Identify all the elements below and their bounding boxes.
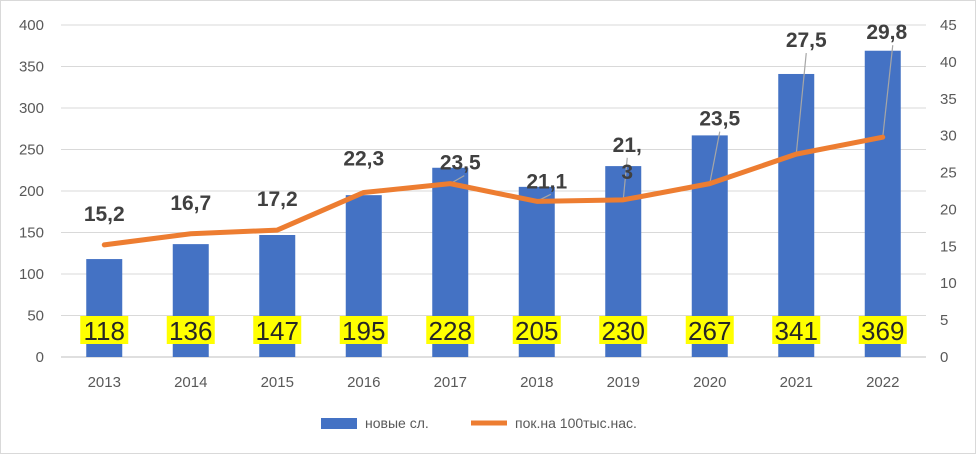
bar [778,73,815,357]
bar-label-highlight [858,316,907,344]
leader-line [795,53,807,155]
leader-line [709,131,721,184]
leader-line [882,45,894,138]
y-right-tick-label: 10 [940,275,957,292]
leader-line [622,157,628,200]
y-left-tick-label: 150 [19,225,44,242]
bar-data-label: 136 [169,316,212,346]
x-tick-label: 2014 [174,374,207,391]
y-left-tick-label: 250 [19,142,44,159]
x-tick-label: 2022 [866,374,899,391]
y-right-tick-label: 40 [940,54,957,71]
line-data-label: 21,1 [526,170,567,193]
y-left-tick-label: 400 [19,17,44,34]
bar-data-label: 267 [688,316,731,346]
line-data-label: 21, 3 [613,134,642,184]
y-left-tick-label: 0 [36,349,44,366]
bar-data-label: 230 [602,316,645,346]
series-line [101,134,886,248]
x-tick-label: 2018 [520,374,553,391]
bar-data-label: 147 [256,316,299,346]
bar-label-highlight [426,316,475,344]
y-left-tick-label: 50 [27,308,44,325]
line-data-label: 15,2 [84,203,125,226]
legend-swatch-bars [321,418,357,429]
x-tick-label: 2017 [434,374,467,391]
line-data-label: 27,5 [786,29,827,52]
x-axis-ticks: 2013 2014 2015 2016 2017 2018 2019 2020 2021 2022 [88,374,900,391]
y-left-tick-label: 300 [19,100,44,117]
bar-label-highlight [685,316,734,344]
bar-label-highlight [339,316,388,344]
bar-data-label: 118 [84,316,125,346]
legend-label-bars: новые сл. [365,415,429,431]
y-right-tick-label: 15 [940,238,957,255]
y-right-tick-label: 0 [940,349,948,366]
line-data-label: 23,5 [440,152,481,175]
x-tick-label: 2020 [693,374,726,391]
y-right-tick-label: 5 [940,312,948,329]
y-right-tick-label: 25 [940,165,957,182]
line-data-label: 23,5 [699,108,740,131]
leader-lines [449,45,894,202]
bar-label-highlight [253,316,302,344]
bar-data-label: 205 [515,316,558,346]
y-right-tick-label: 30 [940,128,957,145]
legend-label-line: пок.на 100тыс.нас. [515,415,637,431]
bars [86,50,901,357]
y-right-tick-label: 35 [940,91,957,108]
bar-data-label: 369 [861,316,904,346]
bar-data-labels: 118 136 147 195 228 205 230 267 341 369 [80,316,907,346]
bar-label-highlight [166,316,215,344]
x-tick-label: 2016 [347,374,380,391]
line-data-label: 22,3 [343,147,384,170]
y-left-tick-label: 350 [19,59,44,76]
y-left-tick-label: 100 [19,266,44,283]
line-series [101,134,886,248]
x-tick-label: 2021 [780,374,813,391]
bar-label-highlight [772,316,821,344]
x-tick-label: 2015 [261,374,294,391]
y-right-tick-label: 20 [940,201,957,218]
bar-data-label: 341 [775,316,818,346]
y-left-tick-label: 200 [19,183,44,200]
y-right-tick-label: 45 [940,17,957,34]
line-data-labels: 15,2 16,7 17,2 22,3 23,5 21,1 21, 3 23,5 27,5 29,8 [84,21,908,226]
bar-data-label: 228 [429,316,472,346]
x-tick-label: 2013 [88,374,121,391]
bar-label-highlight [599,316,648,344]
bar-data-label: 195 [342,316,385,346]
line-data-label: 16,7 [170,192,211,215]
line-data-label: 29,8 [866,21,907,44]
left-axis-ticks: 0 50 100 150 200 250 300 350 400 [19,17,44,366]
right-axis-ticks: 0 5 10 15 20 25 30 35 40 45 [940,17,957,366]
bar-label-highlight [80,316,129,344]
x-tick-label: 2019 [607,374,640,391]
bar [864,50,901,357]
line-data-label: 17,2 [257,188,298,211]
legend: новые сл. пок.на 100тыс.нас. [321,415,637,431]
bar-label-highlight [512,316,561,344]
